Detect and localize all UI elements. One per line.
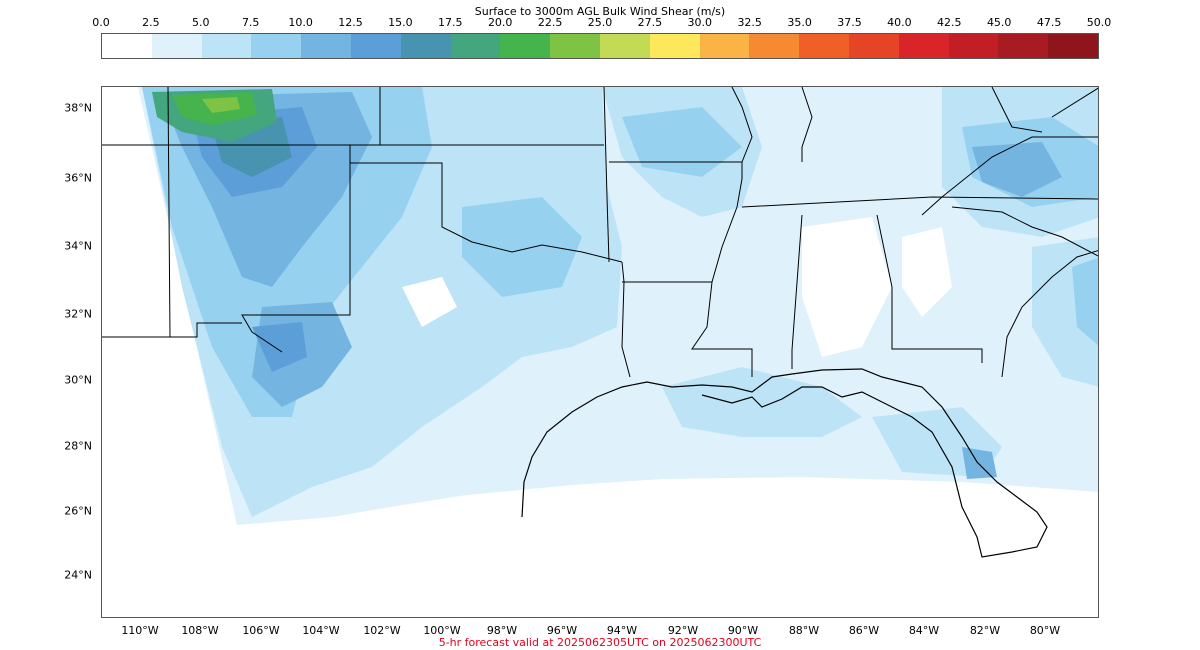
colorbar-tick-label: 7.5 (241, 16, 260, 29)
colorbar-segment (799, 34, 849, 58)
low-shear-area (402, 277, 457, 327)
colorbar-tick-label: 17.5 (438, 16, 463, 29)
colorbar-segment (500, 34, 551, 58)
lat-label: 30°N (64, 373, 92, 387)
colorbar-tick-label: 0.0 (92, 16, 110, 29)
lon-label: 94°W (606, 624, 638, 637)
colorbar-tick-label: 22.5 (537, 16, 563, 29)
colorbar-segment (599, 34, 650, 58)
lon-label: 84°W (908, 624, 940, 637)
lon-label: 90°W (727, 624, 759, 637)
colorbar-segment (201, 34, 252, 58)
lat-label: 38°N (64, 101, 92, 115)
lat-label: 26°N (64, 504, 92, 518)
forecast-valid-text: 5-hr forecast valid at 2025062305UTC on … (438, 636, 762, 649)
lon-label: 110°W (121, 624, 159, 637)
colorbar-segment (948, 34, 999, 58)
lon-label: 106°W (242, 624, 280, 637)
lat-label: 32°N (64, 307, 92, 321)
lon-label: 98°W (486, 624, 518, 637)
lon-label: 100°W (423, 624, 461, 637)
coastline (1001, 250, 1098, 378)
colorbar-tick-label: 35.0 (787, 16, 812, 29)
shear-region (962, 447, 997, 479)
shear-region (462, 197, 582, 297)
colorbar-tick-label: 42.5 (937, 16, 962, 29)
lat-label: 34°N (64, 239, 92, 253)
colorbar-tick-label: 32.5 (737, 16, 762, 29)
shear-region (662, 367, 862, 437)
colorbar-tick-label: 12.5 (338, 16, 363, 29)
state-boundaries (102, 87, 1098, 378)
shear-region (202, 97, 240, 113)
lon-label: 102°W (363, 624, 401, 637)
colorbar-segment (649, 34, 700, 58)
colorbar-segment (301, 34, 351, 58)
wind-shear-map (102, 87, 1098, 558)
colorbar-tick-label: 10.0 (288, 16, 313, 29)
colorbar-segment (102, 34, 152, 58)
lon-label: 104°W (302, 624, 340, 637)
colorbar-segment (350, 34, 401, 58)
colorbar-tick-label: 45.0 (986, 16, 1012, 29)
colorbar-segment (898, 34, 949, 58)
lon-label: 108°W (181, 624, 219, 637)
colorbar-tick-label: 50.0 (1086, 16, 1112, 29)
colorbar (101, 33, 1099, 59)
colorbar-tick-label: 25.0 (587, 16, 613, 29)
lon-label: 96°W (546, 624, 578, 637)
low-shear-area (902, 227, 952, 317)
lon-label: 80°W (1029, 624, 1061, 637)
map-panel (101, 86, 1099, 618)
colorbar-tick-label: 20.0 (487, 16, 513, 29)
colorbar-ticks: 0.0 2.5 5.0 7.5 10.0 12.5 15.0 17.5 20.0 22.5 25.0… (0, 16, 1200, 32)
colorbar-tick-label: 47.5 (1036, 16, 1062, 29)
shear-region (252, 322, 307, 372)
colorbar-segment (699, 34, 750, 58)
colorbar-segment (550, 34, 600, 58)
colorbar-tick-label: 5.0 (192, 16, 210, 29)
colorbar-tick-label: 27.5 (637, 16, 663, 29)
shear-region (622, 107, 742, 177)
colorbar-segment (151, 34, 202, 58)
lat-label: 24°N (64, 568, 92, 582)
colorbar-tick-label: 30.0 (687, 16, 713, 29)
lon-label: 82°W (969, 624, 1001, 637)
lat-label: 36°N (64, 171, 92, 185)
colorbar-segment (749, 34, 800, 58)
colorbar-tick-label: 37.5 (837, 16, 862, 29)
colorbar-segment (1048, 34, 1098, 58)
low-shear-area (802, 217, 892, 357)
colorbar-tick-label: 15.0 (388, 16, 413, 29)
colorbar-segment (998, 34, 1049, 58)
colorbar-segment (400, 34, 451, 58)
lat-label: 28°N (64, 439, 92, 453)
shear-region (1072, 257, 1098, 346)
coastline (521, 368, 1048, 558)
colorbar-tick-label: 2.5 (142, 16, 160, 29)
lon-label: 92°W (667, 624, 699, 637)
colorbar-tick-label: 40.0 (887, 16, 912, 29)
colorbar-segment (450, 34, 501, 58)
lon-label: 88°W (788, 624, 820, 637)
lon-label: 86°W (848, 624, 880, 637)
colorbar-title: Surface to 3000m AGL Bulk Wind Shear (m/… (474, 5, 726, 18)
colorbar-segment (848, 34, 899, 58)
colorbar-segment (251, 34, 302, 58)
